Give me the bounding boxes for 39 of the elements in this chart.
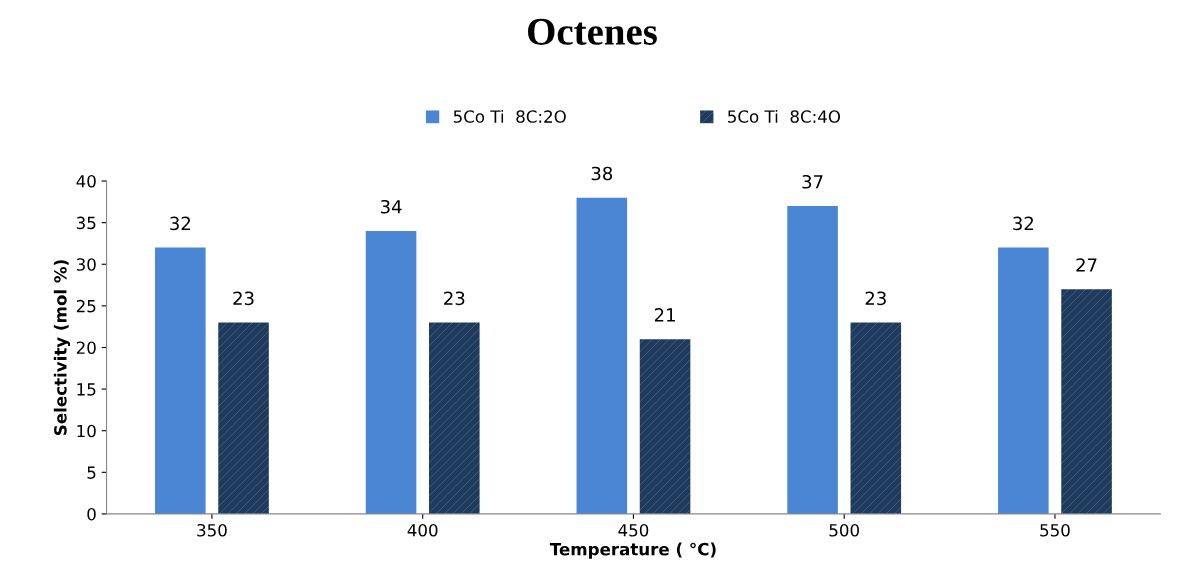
bar <box>429 322 480 514</box>
data-label: 23 <box>444 291 465 306</box>
bar <box>218 322 269 514</box>
y-tick-label: 15 <box>77 383 96 396</box>
y-tick-label: 5 <box>87 466 96 479</box>
bar <box>787 206 838 514</box>
data-label: 27 <box>1076 258 1097 272</box>
data-label: 21 <box>654 308 675 322</box>
data-label: 37 <box>802 174 823 189</box>
y-axis-title: Selectivity (mol %) <box>53 260 71 435</box>
y-tick-label: 35 <box>76 216 96 230</box>
bar <box>639 339 691 514</box>
legend-label: 5Co Ti 8C:4O <box>728 109 841 123</box>
bar <box>850 322 902 514</box>
data-label: 23 <box>865 291 886 306</box>
x-tick-label: 400 <box>407 523 438 537</box>
x-tick-label: 350 <box>197 523 227 537</box>
data-label: 32 <box>170 216 190 231</box>
data-label: 38 <box>591 166 613 181</box>
legend-label: 5Co Ti 8C:2O <box>453 109 566 123</box>
data-label: 34 <box>380 199 402 214</box>
bar <box>365 230 417 514</box>
bar <box>998 247 1049 514</box>
y-tick-label: 25 <box>76 299 96 313</box>
chart-title: Octenes <box>528 18 657 45</box>
y-tick-label: 20 <box>76 341 96 355</box>
x-axis-title: Temperature ( °C) <box>549 542 716 559</box>
y-tick-label: 0 <box>87 507 96 521</box>
bar <box>1061 289 1112 514</box>
y-tick-label: 30 <box>76 258 96 271</box>
bar <box>576 197 628 514</box>
data-label: 23 <box>233 291 254 306</box>
data-label: 32 <box>1013 216 1034 231</box>
x-tick-label: 500 <box>829 523 859 537</box>
x-tick-label: 450 <box>618 523 649 537</box>
y-tick-label: 10 <box>77 424 96 438</box>
bar <box>155 247 206 514</box>
x-tick-label: 550 <box>1040 523 1070 537</box>
y-tick-label: 40 <box>76 175 96 188</box>
